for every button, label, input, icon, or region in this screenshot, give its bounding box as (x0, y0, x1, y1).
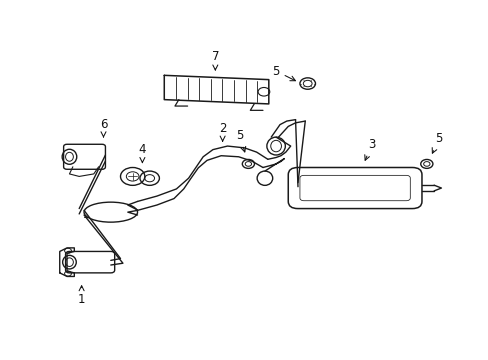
Text: 6: 6 (100, 118, 107, 137)
Text: 4: 4 (139, 143, 146, 162)
Text: 2: 2 (219, 122, 226, 141)
Text: 1: 1 (78, 286, 85, 306)
Text: 5: 5 (236, 129, 245, 152)
Text: 3: 3 (364, 138, 375, 160)
Text: 5: 5 (272, 64, 295, 81)
Text: 7: 7 (211, 50, 219, 70)
Text: 5: 5 (431, 132, 442, 153)
